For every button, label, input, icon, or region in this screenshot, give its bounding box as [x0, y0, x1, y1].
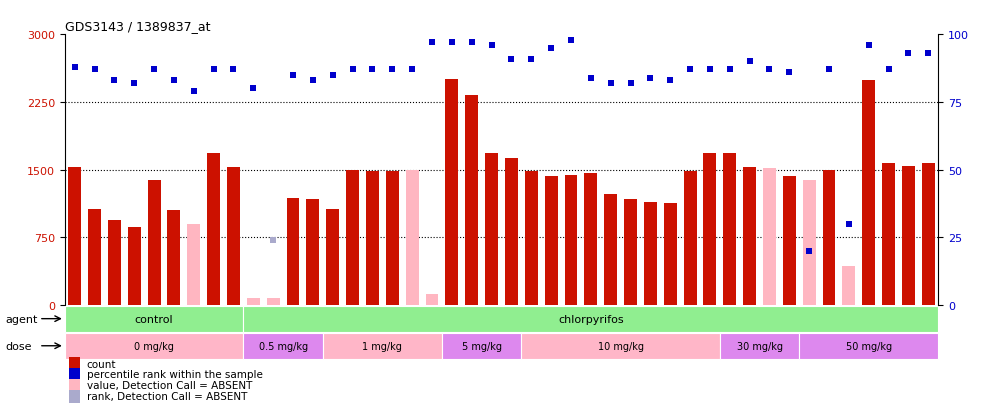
- Bar: [799, 333, 938, 359]
- Bar: [65, 333, 243, 359]
- Text: value, Detection Call = ABSENT: value, Detection Call = ABSENT: [87, 380, 252, 390]
- Bar: [247, 298, 260, 305]
- Bar: [605, 195, 618, 305]
- Bar: [465, 95, 478, 305]
- Bar: [663, 204, 676, 305]
- Bar: [743, 168, 756, 305]
- Bar: [803, 180, 816, 305]
- Bar: [882, 164, 895, 305]
- Text: 0.5 mg/kg: 0.5 mg/kg: [259, 341, 308, 351]
- Bar: [703, 154, 716, 305]
- Bar: [445, 80, 458, 305]
- Bar: [65, 306, 243, 332]
- Text: 5 mg/kg: 5 mg/kg: [461, 341, 502, 351]
- Bar: [525, 171, 538, 305]
- Bar: [243, 306, 938, 332]
- Text: 1 mg/kg: 1 mg/kg: [363, 341, 402, 351]
- Bar: [243, 333, 323, 359]
- Text: chlorpyrifos: chlorpyrifos: [558, 314, 623, 324]
- Bar: [843, 267, 856, 305]
- Bar: [127, 227, 140, 305]
- Bar: [147, 181, 160, 305]
- Bar: [922, 164, 935, 305]
- Text: percentile rank within the sample: percentile rank within the sample: [87, 370, 263, 380]
- Bar: [783, 176, 796, 305]
- Bar: [347, 170, 359, 305]
- Text: dose: dose: [5, 341, 32, 351]
- Bar: [863, 81, 875, 305]
- Bar: [187, 224, 200, 305]
- Text: agent: agent: [5, 314, 38, 324]
- Bar: [207, 154, 220, 305]
- Bar: [425, 294, 438, 305]
- Bar: [644, 203, 656, 305]
- Text: rank, Detection Call = ABSENT: rank, Detection Call = ABSENT: [87, 391, 247, 401]
- Bar: [823, 170, 836, 305]
- Bar: [69, 390, 80, 403]
- Bar: [366, 171, 378, 305]
- Bar: [763, 169, 776, 305]
- Bar: [405, 170, 418, 305]
- Bar: [521, 333, 720, 359]
- Text: 10 mg/kg: 10 mg/kg: [598, 341, 643, 351]
- Bar: [69, 357, 80, 370]
- Bar: [545, 176, 558, 305]
- Bar: [108, 221, 121, 305]
- Bar: [902, 166, 915, 305]
- Bar: [385, 171, 398, 305]
- Bar: [68, 168, 81, 305]
- Text: count: count: [87, 359, 117, 369]
- Bar: [167, 211, 180, 305]
- Bar: [88, 210, 101, 305]
- Bar: [624, 200, 637, 305]
- Bar: [720, 333, 799, 359]
- Bar: [227, 168, 240, 305]
- Text: GDS3143 / 1389837_at: GDS3143 / 1389837_at: [65, 19, 210, 33]
- Bar: [585, 174, 598, 305]
- Bar: [327, 210, 340, 305]
- Text: 30 mg/kg: 30 mg/kg: [737, 341, 783, 351]
- Bar: [307, 199, 320, 305]
- Bar: [323, 333, 442, 359]
- Text: control: control: [134, 314, 173, 324]
- Bar: [505, 159, 518, 305]
- Text: 0 mg/kg: 0 mg/kg: [134, 341, 174, 351]
- Bar: [287, 198, 300, 305]
- Bar: [267, 298, 280, 305]
- Bar: [69, 379, 80, 392]
- Bar: [723, 154, 736, 305]
- Text: 50 mg/kg: 50 mg/kg: [846, 341, 891, 351]
- Bar: [565, 176, 578, 305]
- Bar: [69, 368, 80, 381]
- Bar: [442, 333, 521, 359]
- Bar: [485, 154, 498, 305]
- Bar: [683, 171, 696, 305]
